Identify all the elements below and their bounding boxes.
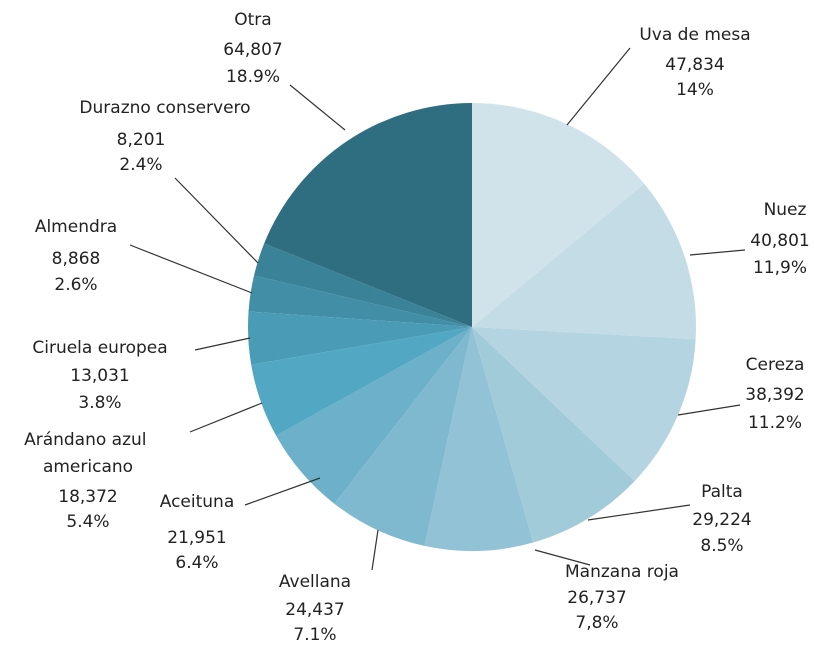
pie-slice [276,327,472,504]
slice-label: Cereza [746,355,805,375]
pie-slice [472,327,635,543]
slice-label: Ciruela europea [32,338,167,358]
leader-line [689,249,746,256]
value-label: 26,737 [567,588,626,608]
value-label: 13,031 [70,366,129,386]
slice-label: Avellana [279,572,351,592]
value-label: 47,834 [665,55,724,75]
pie-slice [472,103,645,327]
leader-line [566,47,631,126]
value-label: 8,201 [117,130,166,150]
leader-line [677,404,741,416]
leader-line [174,177,259,264]
value-label: 18,372 [58,487,117,507]
slice-label: Arándano azul americano [24,430,152,477]
percent-label: 18.9% [226,67,280,87]
leader-line [371,529,379,571]
value-label: 21,951 [167,528,226,548]
percent-label: 6.4% [175,553,218,573]
leader-line [189,402,263,433]
value-label: 29,224 [692,510,751,530]
percent-label: 2.6% [54,275,97,295]
value-label: 64,807 [223,40,282,60]
slice-label: Uva de mesa [639,25,750,45]
slice-label: Durazno conservero [79,98,250,118]
percent-label: 11.2% [748,413,802,433]
pie-slice [248,311,472,365]
pie-slice [334,327,472,546]
slice-label: Almendra [35,217,117,237]
percent-label: 7,8% [575,613,618,633]
pie-slice [472,327,696,482]
value-label: 24,437 [285,600,344,620]
leader-line [244,477,321,506]
slice-label: Palta [701,482,743,502]
percent-label: 8.5% [700,536,743,556]
slice-label: Manzana roja [565,562,679,582]
percent-label: 7.1% [293,625,336,645]
pie-slice [424,327,534,551]
leader-line [129,244,253,294]
pie-slice [248,275,472,327]
leader-line [194,337,251,351]
leader-line [289,84,346,131]
pie-slice [264,103,472,327]
pie-slice [472,183,696,340]
slice-label: Nuez [764,200,807,220]
value-label: 38,392 [745,385,804,405]
leader-line [534,549,591,566]
slice-label: Aceituna [160,492,235,512]
pie-slice [254,243,472,327]
percent-label: 3.8% [78,393,121,413]
percent-label: 5.4% [66,512,109,532]
value-label: 40,801 [750,231,809,251]
slice-label: Otra [234,10,271,30]
pie-slice [251,327,472,436]
value-label: 8,868 [52,249,101,269]
percent-label: 14% [676,80,714,100]
percent-label: 11,9% [753,258,807,278]
leader-line [587,504,691,521]
percent-label: 2.4% [119,155,162,175]
